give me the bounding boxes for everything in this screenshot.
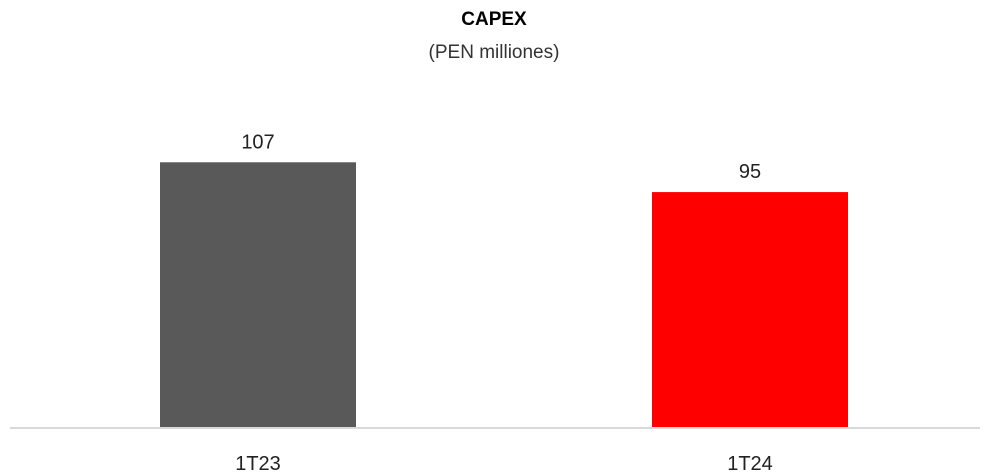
bar-1t23 [160,162,356,429]
data-label-1t23: 107 [241,131,274,153]
category-ticks-group: 1T23 1T24 [235,453,773,475]
bar-1t24 [652,192,848,428]
category-label-1t24: 1T24 [727,453,773,475]
data-label-1t24: 95 [739,161,761,183]
bars-group [160,162,848,429]
chart-subtitle: (PEN milliones) [429,42,560,63]
category-label-1t23: 1T23 [235,453,281,475]
chart-title: CAPEX [461,9,527,30]
data-labels-group: 107 95 [241,131,761,183]
